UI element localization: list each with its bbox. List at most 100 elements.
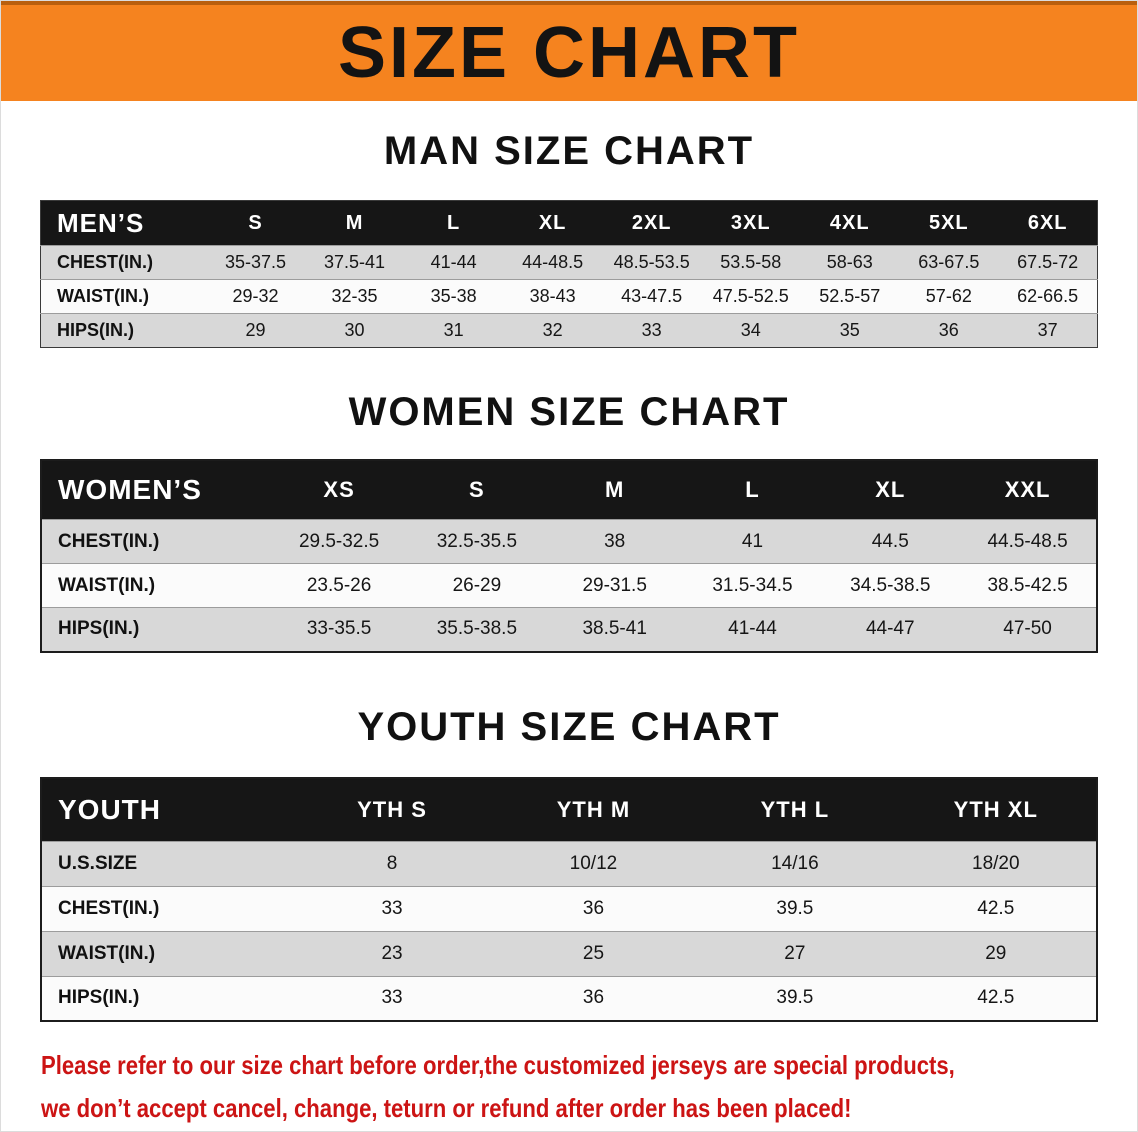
row-label-cell: HIPS(IN.) bbox=[58, 618, 140, 640]
measurement-cell: 44-48.5 bbox=[522, 252, 584, 272]
measurement-cell: 10/12 bbox=[569, 852, 618, 874]
measurement-cell: 37.5-41 bbox=[324, 252, 386, 272]
size-column-header: XL bbox=[821, 460, 960, 520]
measurement-cell: 62-66.5 bbox=[1017, 286, 1079, 306]
measurement-cell: 33-35.5 bbox=[306, 618, 372, 640]
measurement-cell: 26-29 bbox=[452, 574, 502, 596]
measurement-cell: 29 bbox=[245, 320, 266, 340]
size-column-header: 2XL bbox=[602, 200, 702, 246]
measurement-cell: 44.5-48.5 bbox=[987, 530, 1068, 552]
row-label-cell: HIPS(IN.) bbox=[57, 320, 135, 340]
measurement-cell: 67.5-72 bbox=[1017, 252, 1079, 272]
measurement-cell: 33 bbox=[381, 897, 403, 919]
size-column-header: 5XL bbox=[899, 200, 999, 246]
youth-size-chart-section: YOUTH SIZE CHART YOUTH YTH S YTH M YTH L YTH… bbox=[1, 704, 1137, 1022]
measurement-cell: 38.5-42.5 bbox=[987, 574, 1068, 596]
measurement-cell: 63-67.5 bbox=[918, 252, 980, 272]
measurement-row: WAIST(IN.) 23 25 27 29 bbox=[41, 931, 1097, 976]
youth-section-heading: YOUTH SIZE CHART bbox=[357, 704, 781, 749]
table-header-row: WOMEN’S XS S M L XL XXL bbox=[41, 460, 1097, 520]
size-column-header: YTH S bbox=[291, 777, 493, 841]
measurement-cell: 39.5 bbox=[776, 987, 814, 1009]
size-column-header: XS bbox=[270, 460, 408, 520]
row-label-cell: CHEST(IN.) bbox=[58, 530, 160, 552]
measurement-cell: 36 bbox=[582, 897, 605, 919]
measurement-cell: 31 bbox=[443, 320, 464, 340]
size-column-header: 4XL bbox=[800, 200, 900, 246]
size-column-header: 6XL bbox=[998, 200, 1098, 246]
measurement-cell: 48.5-53.5 bbox=[613, 252, 690, 272]
measurement-cell: 38-43 bbox=[529, 286, 576, 306]
size-column-header: YTH L bbox=[694, 777, 896, 841]
size-column-header: YTH XL bbox=[895, 777, 1097, 841]
table-title-cell: MEN’S bbox=[40, 200, 206, 246]
size-column-header: S bbox=[205, 200, 306, 246]
row-label-cell: WAIST(IN.) bbox=[58, 574, 156, 596]
row-label-cell: U.S.SIZE bbox=[58, 852, 138, 874]
measurement-cell: 32.5-35.5 bbox=[436, 530, 518, 552]
measurement-cell: 33 bbox=[641, 320, 662, 340]
measurement-cell: 18/20 bbox=[972, 852, 1020, 874]
row-label-cell: CHEST(IN.) bbox=[57, 252, 153, 272]
size-column-header: S bbox=[407, 460, 546, 520]
size-column-header: XL bbox=[503, 200, 603, 246]
measurement-cell: 47.5-52.5 bbox=[712, 286, 789, 306]
measurement-cell: 35.5-38.5 bbox=[436, 618, 518, 640]
men-size-table: MEN’S S M L XL 2XL 3XL 4XL 5XL 6XL CHEST(IN.) 35-37… bbox=[40, 200, 1098, 348]
men-size-chart-section: MAN SIZE CHART MEN’S S M L XL 2XL 3XL 4XL 5XL 6XL… bbox=[1, 129, 1137, 348]
women-size-table: WOMEN’S XS S M L XL XXL CHEST(IN.) 29.5-32.5 32.5… bbox=[40, 459, 1098, 653]
measurement-cell: 23 bbox=[381, 942, 403, 964]
measurement-cell: 44-47 bbox=[865, 618, 915, 640]
measurement-cell: 42.5 bbox=[977, 897, 1015, 919]
measurement-cell: 32 bbox=[542, 320, 563, 340]
measurement-cell: 42.5 bbox=[977, 987, 1015, 1009]
measurement-cell: 35 bbox=[839, 320, 860, 340]
measurement-cell: 31.5-34.5 bbox=[712, 574, 793, 596]
measurement-cell: 57-62 bbox=[925, 286, 972, 306]
table-title-cell: WOMEN’S bbox=[41, 460, 271, 520]
measurement-cell: 41-44 bbox=[728, 618, 777, 640]
size-chart-banner: SIZE CHART bbox=[1, 1, 1137, 101]
banner-title: SIZE CHART bbox=[338, 13, 800, 93]
measurement-cell: 47-50 bbox=[1003, 618, 1052, 640]
measurement-row: CHEST(IN.) 29.5-32.5 32.5-35.5 38 41 44.5 44.5… bbox=[41, 519, 1097, 564]
measurement-row: HIPS(IN.) 33-35.5 35.5-38.5 38.5-41 41-44 44-… bbox=[41, 607, 1097, 652]
row-label-cell: WAIST(IN.) bbox=[57, 286, 149, 306]
measurement-row: HIPS(IN.) 29 30 31 32 33 34 35 36 37 bbox=[40, 313, 1098, 348]
size-column-header: L bbox=[404, 200, 504, 246]
measurement-row: CHEST(IN.) 35-37.5 37.5-41 41-44 44-48.5 48.5… bbox=[40, 245, 1098, 280]
measurement-cell: 36 bbox=[582, 987, 605, 1009]
measurement-cell: 25 bbox=[582, 942, 605, 964]
measurement-cell: 29-31.5 bbox=[582, 574, 647, 596]
measurement-cell: 27 bbox=[784, 942, 806, 964]
table-title-cell: YOUTH bbox=[41, 777, 292, 841]
size-column-header: XXL bbox=[959, 460, 1097, 520]
measurement-row: WAIST(IN.) 29-32 32-35 35-38 38-43 43-47.5 47.… bbox=[40, 279, 1098, 314]
table-header-row: YOUTH YTH S YTH M YTH L YTH XL bbox=[41, 777, 1097, 841]
measurement-cell: 29 bbox=[985, 942, 1007, 964]
measurement-row: CHEST(IN.) 33 36 39.5 42.5 bbox=[41, 886, 1097, 931]
measurement-cell: 35-38 bbox=[430, 286, 477, 306]
table-header-row: MEN’S S M L XL 2XL 3XL 4XL 5XL 6XL bbox=[40, 200, 1098, 246]
size-column-header: L bbox=[683, 460, 822, 520]
measurement-row: WAIST(IN.) 23.5-26 26-29 29-31.5 31.5-34.5 34… bbox=[41, 563, 1097, 608]
measurement-cell: 8 bbox=[386, 852, 398, 874]
measurement-cell: 34 bbox=[740, 320, 761, 340]
size-column-header: M bbox=[305, 200, 405, 246]
measurement-cell: 44.5 bbox=[871, 530, 909, 552]
measurement-cell: 29-32 bbox=[232, 286, 279, 306]
size-column-header: 3XL bbox=[701, 200, 801, 246]
measurement-cell: 38 bbox=[604, 530, 626, 552]
measurement-cell: 41 bbox=[741, 530, 764, 552]
measurement-cell: 14/16 bbox=[771, 852, 819, 874]
measurement-cell: 30 bbox=[344, 320, 365, 340]
disclaimer-line-1: Please refer to our size chart before or… bbox=[41, 1050, 955, 1080]
row-label-cell: HIPS(IN.) bbox=[58, 987, 140, 1009]
measurement-cell: 32-35 bbox=[331, 286, 378, 306]
measurement-cell: 37 bbox=[1037, 320, 1058, 340]
measurement-cell: 23.5-26 bbox=[306, 574, 372, 596]
women-section-heading: WOMEN SIZE CHART bbox=[348, 390, 790, 434]
measurement-cell: 43-47.5 bbox=[621, 286, 683, 306]
row-label-cell: CHEST(IN.) bbox=[58, 897, 160, 919]
measurement-cell: 36 bbox=[938, 320, 959, 340]
